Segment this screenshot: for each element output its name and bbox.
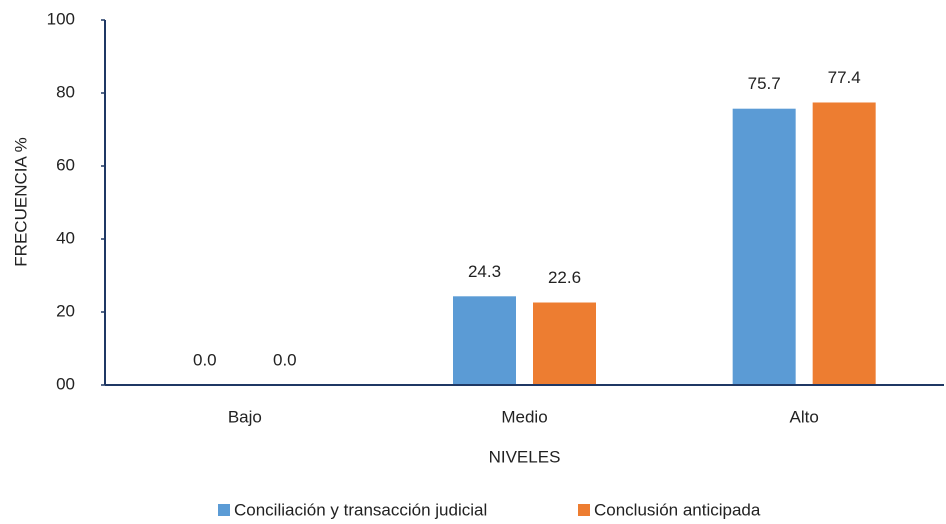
x-tick-label: Bajo: [228, 407, 262, 426]
data-label: 22.6: [548, 268, 581, 287]
y-tick-label: 100: [47, 9, 75, 28]
bar: [533, 302, 596, 385]
x-axis-title: NIVELES: [489, 447, 561, 466]
data-label: 77.4: [828, 68, 861, 87]
y-tick-label: 20: [56, 301, 75, 320]
data-label: 0.0: [193, 350, 217, 369]
bar: [732, 108, 796, 385]
data-label: 0.0: [273, 350, 297, 369]
data-label: 75.7: [748, 74, 781, 93]
x-tick-label: Medio: [501, 407, 547, 426]
legend-swatch: [578, 504, 590, 516]
legend-label: Conclusión anticipada: [594, 500, 761, 519]
bar: [812, 102, 876, 386]
y-axis-title: FRECUENCIA %: [11, 137, 30, 266]
data-label: 24.3: [468, 262, 501, 281]
bar: [453, 296, 516, 385]
x-tick-label: Alto: [790, 407, 819, 426]
y-tick-label: 00: [56, 374, 75, 393]
y-tick-label: 60: [56, 155, 75, 174]
y-tick-label: 40: [56, 228, 75, 247]
y-tick-label: 80: [56, 82, 75, 101]
legend-swatch: [218, 504, 230, 516]
legend-label: Conciliación y transacción judicial: [234, 500, 487, 519]
